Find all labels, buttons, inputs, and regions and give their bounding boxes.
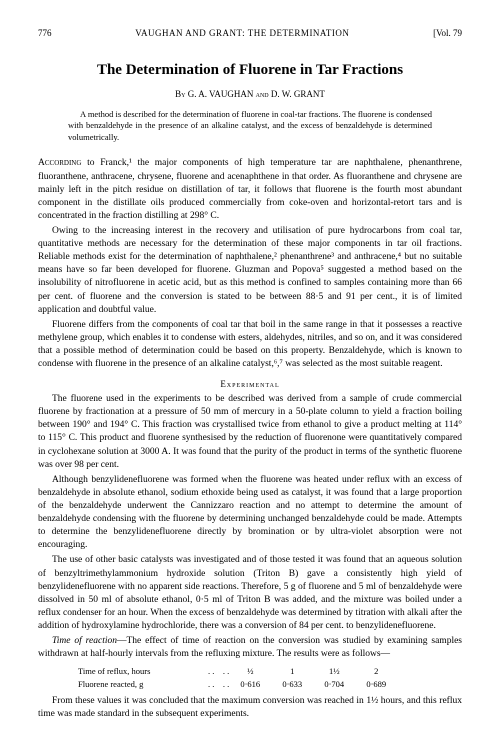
paragraph-5: Although benzylidenefluorene was formed … [38, 474, 462, 553]
running-head: VAUGHAN AND GRANT: THE DETERMINATION [135, 28, 349, 38]
cell: 0·616 [229, 678, 271, 691]
paragraph-3: Fluorene differs from the components of … [38, 319, 462, 371]
cell: ½ [229, 665, 271, 678]
page: 776 VAUGHAN AND GRANT: THE DETERMINATION… [0, 0, 500, 743]
page-header: 776 VAUGHAN AND GRANT: THE DETERMINATION… [38, 28, 462, 38]
paragraph-7: Time of reaction—The effect of time of r… [38, 635, 462, 661]
paragraph-1: According to Franck,¹ the major componen… [38, 157, 462, 223]
paragraph-8: From these values it was concluded that … [38, 695, 462, 721]
paragraph-1-text: to Franck,¹ the major components of high… [38, 158, 462, 220]
abstract: A method is described for the determinat… [68, 109, 432, 143]
reflux-data-table: Time of reflux, hours . . . . ½ 1 1½ 2 F… [78, 665, 462, 691]
table-row: Fluorene reacted, g . . . . 0·616 0·633 … [78, 678, 462, 691]
run-in-heading: Time of reaction [52, 636, 117, 646]
page-number: 776 [38, 28, 52, 38]
dots: . . . . [208, 678, 229, 691]
row-label: Fluorene reacted, g [78, 678, 208, 691]
cell: 1½ [313, 665, 355, 678]
table-row: Time of reflux, hours . . . . ½ 1 1½ 2 [78, 665, 462, 678]
paragraph-2: Owing to the increasing interest in the … [38, 225, 462, 317]
paragraph-6: The use of other basic catalysts was inv… [38, 554, 462, 633]
cell: 0·633 [271, 678, 313, 691]
dots: . . . . [208, 665, 229, 678]
cell: 1 [271, 665, 313, 678]
volume-label: [Vol. 79 [433, 28, 462, 38]
paragraph-4: The fluorene used in the experiments to … [38, 393, 462, 472]
row-label: Time of reflux, hours [78, 665, 208, 678]
cell: 0·704 [313, 678, 355, 691]
section-heading-experimental: Experimental [38, 379, 462, 389]
byline: By G. A. VAUGHAN and D. W. GRANT [38, 89, 462, 99]
lead-word: According [38, 158, 81, 168]
cell: 2 [355, 665, 397, 678]
cell: 0·689 [355, 678, 397, 691]
article-title: The Determination of Fluorene in Tar Fra… [38, 62, 462, 79]
